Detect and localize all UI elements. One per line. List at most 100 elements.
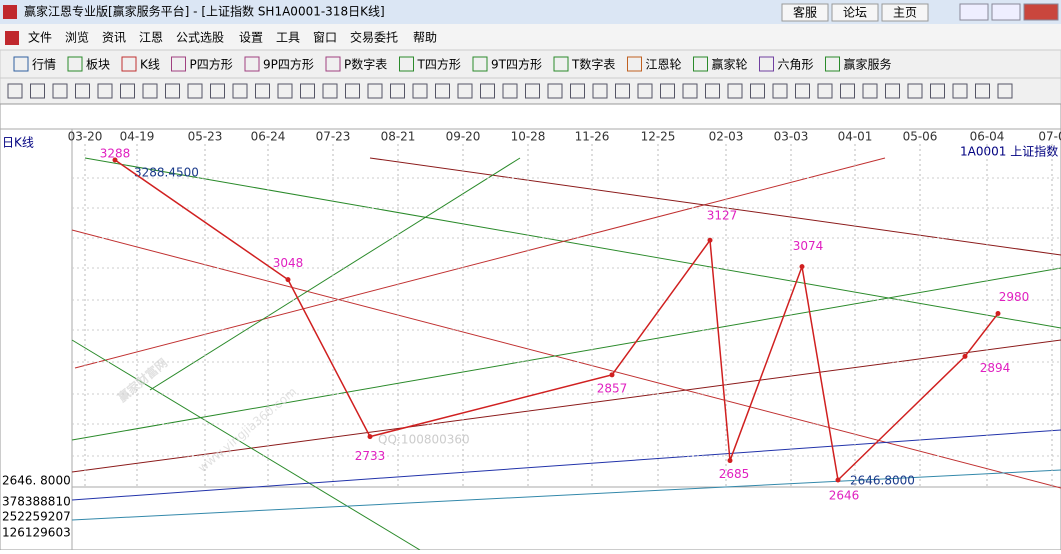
toolbar-item[interactable]: 江恩轮 [646, 58, 682, 72]
tool-icon[interactable] [480, 83, 495, 99]
toolbar-icon[interactable] [693, 56, 708, 72]
tool-icon[interactable] [997, 83, 1013, 99]
tool-icon[interactable] [165, 83, 180, 99]
menu-item[interactable]: 江恩 [139, 31, 163, 45]
tool-icon[interactable] [615, 83, 630, 99]
tool-icon[interactable] [502, 83, 518, 99]
toolbar-item[interactable]: 行情 [32, 58, 56, 72]
toolbar-icon[interactable] [553, 56, 569, 72]
tool-icon[interactable] [300, 83, 315, 99]
tool-icon[interactable] [682, 83, 698, 99]
nav-button[interactable] [881, 3, 929, 22]
toolbar-icon[interactable] [759, 56, 774, 72]
menu-item[interactable]: 公式选股 [176, 31, 224, 45]
tool-icon[interactable] [862, 83, 878, 99]
toolbar-icon[interactable] [13, 56, 29, 72]
menu-item[interactable]: 交易委托 [350, 30, 398, 45]
tool-icon[interactable] [7, 83, 23, 99]
nav-button-label[interactable]: 主页 [893, 6, 917, 20]
tool-icon[interactable] [120, 83, 135, 99]
toolbar [0, 49, 1061, 79]
tool-icon[interactable] [232, 83, 248, 99]
tool-icon[interactable] [637, 83, 653, 99]
tool-icon[interactable] [952, 83, 968, 99]
maximize[interactable] [991, 3, 1021, 21]
nav-button[interactable] [781, 3, 829, 22]
tool-icon[interactable] [345, 83, 360, 99]
menu-item[interactable]: 窗口 [313, 31, 337, 45]
toolbar-icon[interactable] [325, 56, 341, 72]
pivot-point [367, 434, 373, 440]
x-tick-label: 03-03 [774, 130, 809, 144]
toolbar-item[interactable]: 9P四方形 [263, 57, 314, 72]
tool-icon[interactable] [570, 83, 585, 99]
toolbar-icon[interactable] [171, 56, 186, 72]
tool-icon[interactable] [660, 83, 675, 99]
menu-item[interactable]: 帮助 [413, 31, 437, 45]
toolbar-icon[interactable] [825, 56, 840, 72]
tool-icon[interactable] [975, 83, 990, 99]
tool-icon[interactable] [547, 83, 563, 99]
tool-icon[interactable] [97, 83, 113, 99]
nav-button-label[interactable]: 论坛 [843, 6, 867, 20]
x-tick-label: 09-20 [446, 130, 481, 144]
nav-button-label[interactable]: 客服 [793, 5, 817, 20]
menu-item[interactable]: 浏览 [65, 30, 89, 45]
tool-icon[interactable] [750, 83, 765, 99]
toolbar-item[interactable]: 六角形 [778, 58, 814, 72]
toolbar-item[interactable]: 赢家服务 [844, 57, 892, 72]
nav-button[interactable] [831, 3, 879, 22]
toolbar-icon[interactable] [121, 56, 137, 72]
tool-icon[interactable] [367, 83, 383, 99]
tool-icon[interactable] [390, 83, 405, 99]
tool-icon[interactable] [210, 83, 225, 99]
pivot-point [799, 264, 805, 270]
close[interactable] [1023, 3, 1059, 21]
toolbar-item[interactable]: K线 [140, 58, 160, 72]
tool-icon[interactable] [525, 83, 540, 99]
tool-icon[interactable] [907, 83, 923, 99]
toolbar-item[interactable]: T四方形 [417, 57, 461, 72]
menu-item[interactable]: 工具 [276, 31, 300, 45]
x-tick-label: 07-23 [316, 130, 351, 144]
tool-icon[interactable] [75, 83, 90, 99]
toolbar-item[interactable]: 板块 [86, 58, 110, 72]
tool-icon[interactable] [817, 83, 833, 99]
pivot-point [112, 157, 118, 163]
tool-icon[interactable] [187, 83, 203, 99]
tool-icon[interactable] [142, 83, 158, 99]
minimize[interactable] [959, 3, 989, 21]
menu-item[interactable]: 资讯 [102, 31, 126, 45]
menu-item[interactable]: 文件 [28, 30, 52, 45]
pivot-label: 2733 [355, 449, 386, 463]
toolbar-icon[interactable] [67, 56, 83, 72]
toolbar-icon[interactable] [244, 56, 260, 72]
tool-icon[interactable] [30, 83, 45, 99]
tool-icon[interactable] [772, 83, 788, 99]
toolbar-icon[interactable] [472, 56, 488, 72]
tool-icon[interactable] [255, 83, 270, 99]
tool-icon[interactable] [592, 83, 608, 99]
toolbar-item[interactable]: P数字表 [344, 57, 387, 72]
tool-icon[interactable] [52, 83, 68, 99]
tool-icon[interactable] [727, 83, 743, 99]
tool-icon[interactable] [705, 83, 720, 99]
toolbar-item[interactable]: 赢家轮 [712, 57, 748, 72]
tool-icon[interactable] [412, 83, 428, 99]
tool-icon[interactable] [885, 83, 900, 99]
tool-icon[interactable] [840, 83, 855, 99]
tool-icon[interactable] [277, 83, 293, 99]
tool-icon[interactable] [457, 83, 473, 99]
tool-icon[interactable] [930, 83, 945, 99]
x-tick-label: 06-24 [251, 130, 286, 144]
toolbar-item[interactable]: T数字表 [571, 57, 615, 72]
menu-item[interactable]: 设置 [239, 31, 263, 45]
menu-icon [5, 31, 19, 45]
toolbar-item[interactable]: 9T四方形 [491, 57, 542, 72]
toolbar-icon[interactable] [627, 56, 642, 72]
tool-icon[interactable] [435, 83, 450, 99]
tool-icon[interactable] [795, 83, 810, 99]
tool-icon[interactable] [322, 83, 338, 99]
toolbar-item[interactable]: P四方形 [190, 57, 233, 72]
toolbar-icon[interactable] [399, 56, 414, 72]
